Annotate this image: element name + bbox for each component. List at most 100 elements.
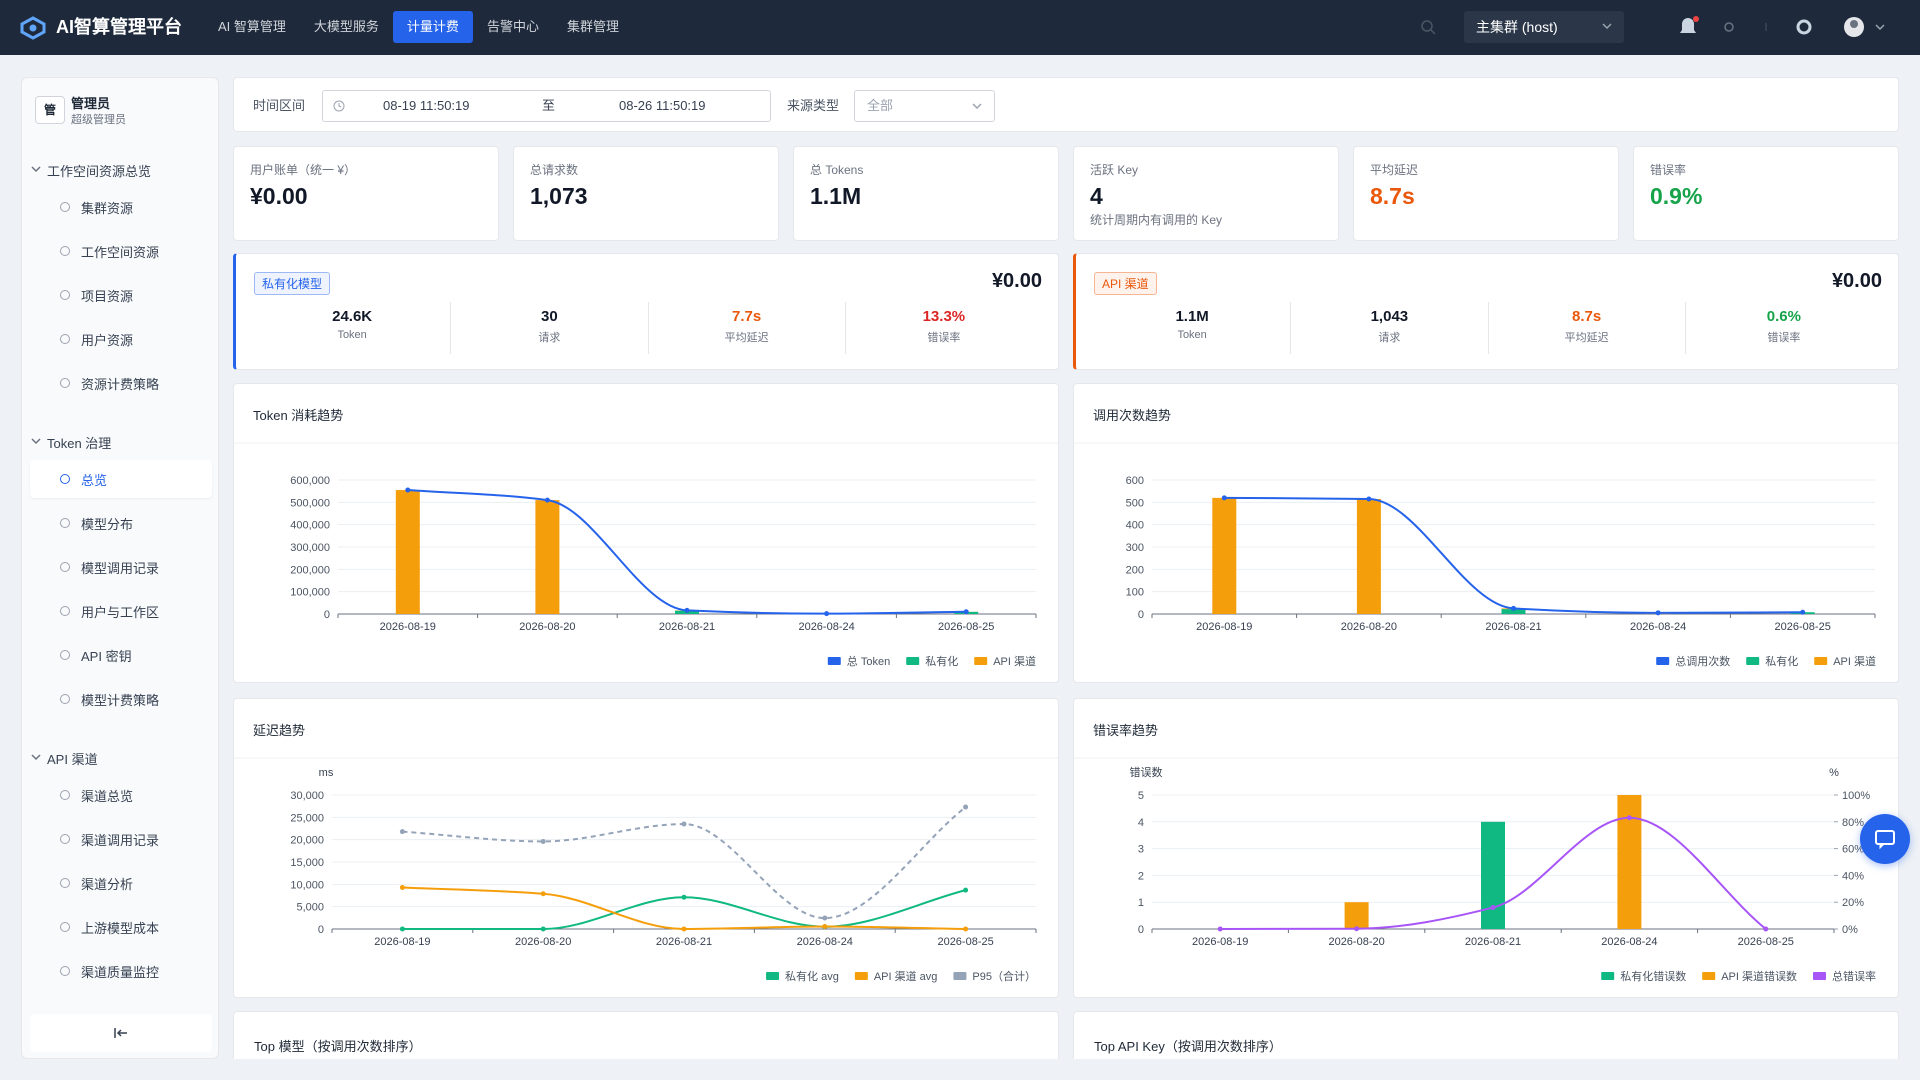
y-axis-title: ms: [319, 767, 334, 779]
menu-item[interactable]: 渠道总览: [30, 773, 212, 817]
stat: 30 请求: [451, 302, 649, 354]
clock-icon: [333, 100, 345, 112]
kpi-card: 总请求数 1,073: [513, 146, 779, 241]
menu-item[interactable]: 上游模型成本: [30, 905, 212, 949]
menu-item[interactable]: 渠道调用记录: [30, 817, 212, 861]
channel-amount: ¥0.00: [991, 270, 1042, 292]
bar: [1344, 902, 1369, 929]
y2-tick-label: 20%: [1842, 897, 1864, 909]
cluster-select[interactable]: 主集群 (host): [1464, 11, 1624, 43]
menu-item-label: 上游模型成本: [81, 920, 160, 936]
legend-label: API 渠道: [1833, 654, 1876, 668]
source-select[interactable]: 全部: [854, 90, 995, 122]
menu-item[interactable]: 模型调用记录: [30, 545, 212, 589]
chart-panel: 错误率趋势 错误数% 0 1 2 3 4 5 0% 20% 40% 60% 80% 100% 2026-08…: [1073, 698, 1899, 998]
y-tick-label: 4: [1138, 817, 1144, 829]
y2-tick-label: 40%: [1842, 870, 1864, 882]
chart-panel: 延迟趋势 ms 0 5,000 10,000 15,000 20,000 25,000 30,0…: [233, 698, 1059, 998]
x-tick-label: 2026-08-21: [659, 621, 715, 633]
menu-item-label: 渠道质量监控: [81, 964, 160, 980]
x-tick-label: 2026-08-19: [1196, 621, 1252, 633]
kpi-value: 8.7s: [1370, 183, 1415, 209]
x-tick-label: 2026-08-20: [515, 936, 571, 948]
chevron-path: [31, 166, 41, 173]
stat-label: 错误率: [927, 332, 961, 344]
menu-item[interactable]: 集群资源: [30, 185, 212, 229]
nav-item[interactable]: 集群管理: [566, 19, 619, 34]
y2-tick-label: 60%: [1842, 844, 1864, 856]
channel-tag: 私有化模型: [254, 272, 331, 295]
select-arrow: [972, 103, 982, 110]
range-separator: 至: [542, 98, 556, 113]
line: [402, 806, 967, 920]
menu-item[interactable]: 资源计费策略: [30, 361, 212, 405]
menu-item[interactable]: 总览: [30, 460, 212, 498]
menu-icon: [60, 334, 70, 344]
stat: 24.6K Token: [254, 302, 452, 354]
date-range-picker[interactable]: 08-19 11:50:19 至 08-26 11:50:19: [322, 90, 771, 122]
menu-item[interactable]: 用户资源: [30, 317, 212, 361]
line-point: [1511, 605, 1516, 611]
bell-icon[interactable]: [1680, 18, 1696, 33]
chat-icon: [1875, 830, 1895, 850]
x-tick-label: 2026-08-19: [374, 936, 430, 948]
collapse-button[interactable]: [30, 1014, 212, 1052]
search-icon[interactable]: [1420, 19, 1438, 37]
nav-item[interactable]: 大模型服务: [313, 19, 379, 34]
menu-item[interactable]: 工作空间资源: [30, 229, 212, 273]
y-tick-label: 300: [1126, 542, 1144, 554]
x-tick-label: 2026-08-24: [798, 621, 854, 633]
stat-label: Token: [337, 329, 367, 341]
settings-icon[interactable]: [1796, 19, 1812, 35]
menu-group-header[interactable]: Token 治理: [22, 427, 218, 457]
theme-icon[interactable]: [1724, 22, 1734, 32]
stat: 1,043 请求: [1291, 302, 1489, 354]
user-name: 管理员: [71, 96, 111, 111]
line-point: [1366, 496, 1372, 502]
menu-item[interactable]: 渠道质量监控: [30, 949, 212, 993]
chat-button[interactable]: [1860, 814, 1910, 864]
top-bar: AI智算管理平台 AI 智算管理 大模型服务 计量计费 告警中心 集群管理 主集群 (h…: [0, 0, 1920, 55]
x-tick-label: 2026-08-25: [937, 936, 993, 948]
menu-item[interactable]: API 密钥: [30, 633, 212, 677]
menu-item[interactable]: 渠道分析: [30, 861, 212, 905]
kpi-card: 活跃 Key 4 统计周期内有调用的 Key: [1073, 146, 1339, 241]
kpi-row: 用户账单（统一 ¥） ¥0.00 总请求数 1,073 总 Tokens 1.1M 活跃 K…: [233, 146, 1899, 241]
x-tick-label: 2026-08-19: [380, 621, 436, 633]
menu-item[interactable]: 模型分布: [30, 501, 212, 545]
bar: [1356, 498, 1381, 614]
menu-item[interactable]: 项目资源: [30, 273, 212, 317]
stat: 7.7s 平均延迟: [649, 302, 846, 354]
kpi-label: 总请求数: [530, 163, 579, 177]
menu-item[interactable]: 用户与工作区: [30, 589, 212, 633]
kpi-value: 4: [1090, 183, 1103, 209]
nav-item[interactable]: 告警中心: [486, 19, 539, 34]
user-avatar-badge: 管: [35, 96, 65, 124]
nav-item[interactable]: 计量计费: [392, 11, 473, 43]
line-point: [681, 821, 687, 827]
avatar-arrow: [1875, 24, 1885, 31]
y-tick-label: 30,000: [290, 790, 324, 802]
line-point: [963, 804, 969, 810]
stat-value: 30: [541, 308, 558, 325]
line-point: [684, 607, 690, 613]
line-point: [1763, 926, 1769, 932]
legend-label: 私有化 avg: [785, 969, 839, 983]
legend-swatch: [1746, 657, 1760, 665]
line-point: [1221, 495, 1227, 501]
line: [407, 489, 967, 615]
stat-value: 24.6K: [332, 308, 373, 325]
menu-icon: [60, 246, 70, 256]
menu-item-label: 模型调用记录: [81, 560, 160, 576]
line-point: [1626, 815, 1632, 821]
menu-item[interactable]: 模型计费策略: [30, 677, 212, 721]
y-tick-label: 500,000: [290, 497, 330, 509]
line-point: [399, 926, 405, 932]
range-start: 08-19 11:50:19: [383, 98, 470, 113]
nav-item[interactable]: AI 智算管理: [218, 19, 286, 34]
menu-group-header[interactable]: 工作空间资源总览: [22, 155, 218, 185]
menu-item-label: 总览: [81, 472, 108, 488]
menu-group-header[interactable]: API 渠道: [22, 743, 218, 773]
line-point: [540, 926, 546, 932]
menu-icon: [60, 922, 70, 932]
